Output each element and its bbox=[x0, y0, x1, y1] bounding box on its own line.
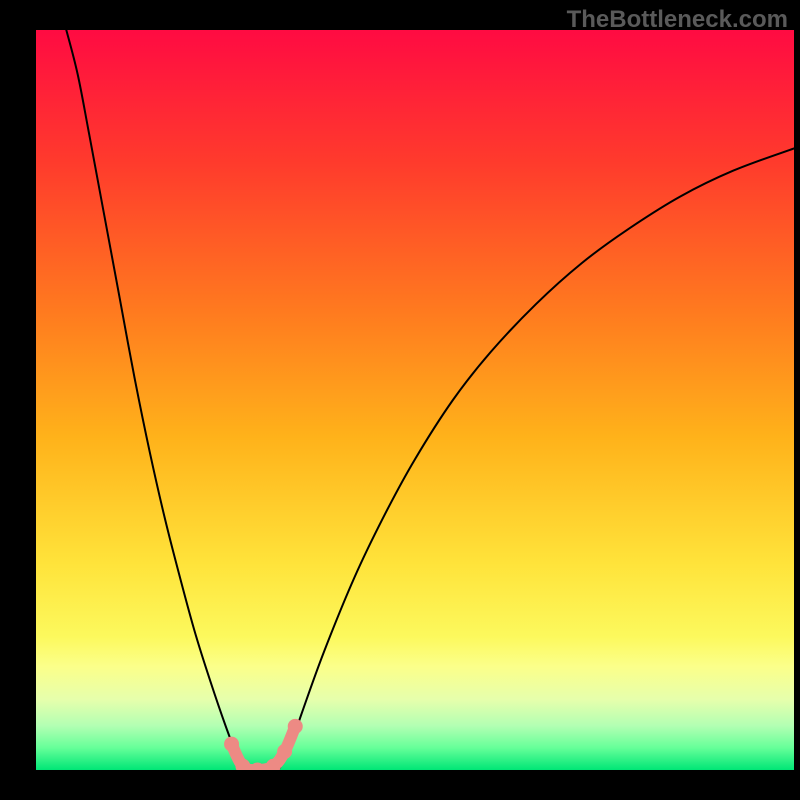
marker-dot bbox=[236, 759, 250, 770]
marker-dot bbox=[225, 737, 239, 751]
watermark-text: TheBottleneck.com bbox=[567, 6, 788, 34]
marker-dot bbox=[266, 759, 280, 770]
marker-dot bbox=[278, 745, 292, 759]
marker-dot bbox=[288, 719, 302, 733]
bottleneck-chart bbox=[36, 30, 794, 770]
plot-background bbox=[36, 30, 794, 770]
stage: TheBottleneck.com bbox=[0, 0, 800, 800]
